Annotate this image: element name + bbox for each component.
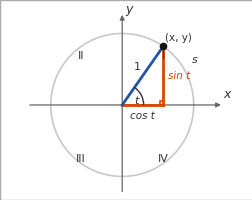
Text: IV: IV	[158, 154, 168, 164]
Text: y: y	[125, 3, 133, 16]
Text: cos t: cos t	[130, 111, 154, 121]
Text: I: I	[162, 51, 165, 61]
Text: III: III	[76, 154, 85, 164]
Text: (x, y): (x, y)	[165, 33, 192, 43]
Text: s: s	[191, 55, 197, 65]
Text: 1: 1	[133, 62, 140, 72]
Text: t: t	[134, 96, 138, 106]
Text: sin t: sin t	[168, 71, 190, 81]
Text: II: II	[77, 51, 84, 61]
Text: x: x	[222, 88, 229, 101]
